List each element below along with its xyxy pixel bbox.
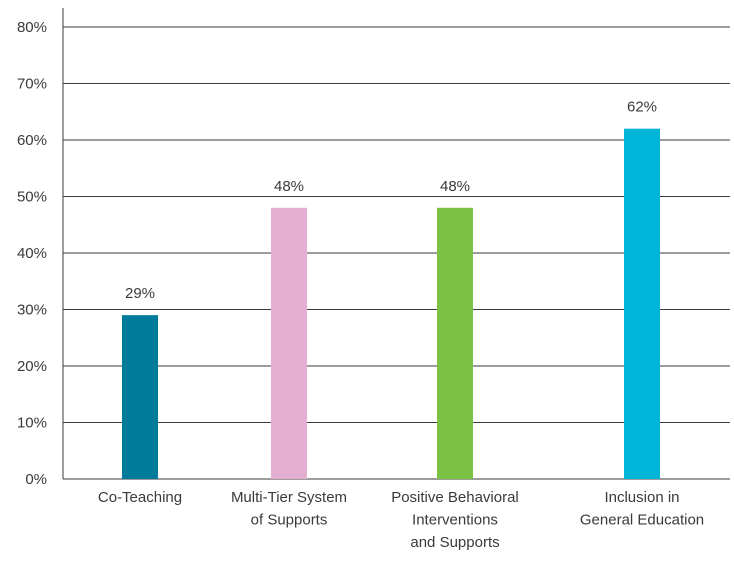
category-label: Positive Behavioral Interventions and Supp…	[391, 489, 519, 551]
category-label: Co-Teaching	[98, 489, 182, 506]
bar	[437, 207, 473, 480]
y-tick-label: 50%	[17, 189, 47, 206]
bar	[624, 128, 660, 479]
category-label: Multi-Tier System of Supports	[231, 489, 347, 529]
category-label-line: Interventions	[412, 512, 498, 529]
data-label: 62%	[627, 99, 657, 116]
y-tick-label: 0%	[25, 471, 47, 488]
category-labels: Co-Teaching Multi-Tier System of Supports P…	[98, 489, 704, 551]
y-tick-label: 40%	[17, 245, 47, 262]
bars	[122, 128, 660, 480]
bar	[271, 207, 307, 480]
y-tick-label: 20%	[17, 358, 47, 375]
data-label: 29%	[125, 285, 155, 302]
bar	[122, 315, 158, 479]
gridlines	[63, 26, 730, 480]
category-label-line: General Education	[580, 512, 704, 529]
category-label-line: Positive Behavioral	[391, 489, 519, 506]
y-tick-label: 70%	[17, 76, 47, 93]
category-label-line: Inclusion in	[604, 489, 679, 506]
category-label-line: of Supports	[251, 512, 328, 529]
category-label-line: Multi-Tier System	[231, 489, 347, 506]
y-tick-label: 30%	[17, 302, 47, 319]
y-tick-label: 10%	[17, 415, 47, 432]
data-labels: 29% 48% 48% 62%	[125, 99, 657, 302]
category-label-line: Co-Teaching	[98, 489, 182, 506]
y-tick-label: 80%	[17, 19, 47, 36]
y-tick-label: 60%	[17, 132, 47, 149]
category-label-line: and Supports	[410, 534, 499, 551]
y-axis: 0% 10% 20% 30% 40% 50% 60% 70% 80%	[17, 8, 64, 488]
data-label: 48%	[274, 178, 304, 195]
data-label: 48%	[440, 178, 470, 195]
category-label: Inclusion in General Education	[580, 489, 704, 529]
